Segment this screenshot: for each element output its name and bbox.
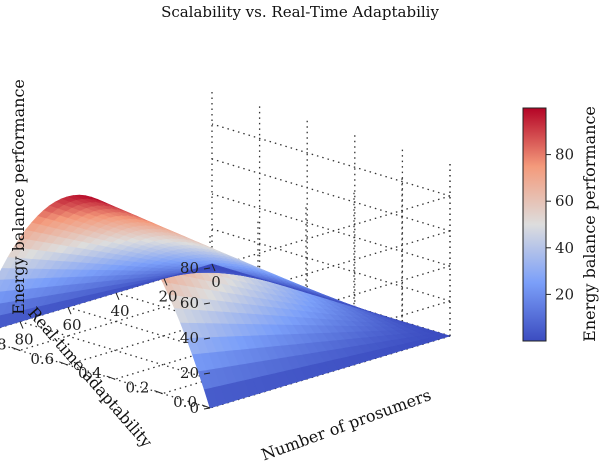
x-tick-label: 0 — [211, 273, 221, 291]
colorbar-gradient — [522, 107, 547, 342]
y-tick-label: 0.0 — [173, 393, 197, 411]
z-axis-label: Energy balance performance — [9, 79, 28, 315]
z-tick-label: 20 — [180, 364, 199, 382]
surface-patch — [0, 279, 13, 293]
x-tick-mark — [163, 278, 168, 286]
colorbar-tick-label: 40 — [555, 239, 574, 257]
x-tick-mark — [19, 321, 24, 329]
x-tick-label: 40 — [110, 302, 129, 320]
surface-patch — [0, 279, 5, 289]
surface-patch — [0, 302, 9, 316]
y-tick-mark — [59, 361, 68, 366]
colorbar-label: Energy balance performance — [580, 106, 599, 342]
y-tick-label: 0.6 — [30, 350, 54, 368]
z-tick-mark — [203, 337, 211, 340]
colorbar-tick-label: 60 — [555, 192, 574, 210]
z-tick-mark — [203, 407, 211, 410]
y-tick-label: 0.2 — [126, 379, 150, 397]
surface-patch — [0, 290, 7, 305]
colorbar-tick-label: 80 — [555, 146, 574, 164]
x-tick-mark — [67, 307, 72, 315]
y-tick-mark — [106, 375, 115, 380]
surface-patch — [0, 314, 3, 321]
y-tick-mark — [11, 346, 20, 351]
grid-line — [211, 158, 451, 232]
x-tick-label: 80 — [14, 331, 33, 349]
z-tick-mark — [203, 302, 211, 305]
colorbar: 20 40 60 80 Energy balance performance — [522, 106, 599, 342]
grid-line — [209, 195, 451, 269]
chart-title: Scalability vs. Real-Time Adaptabiliy — [161, 3, 439, 21]
x-tick-label: 60 — [62, 316, 81, 334]
surface-plot — [0, 194, 452, 409]
z-tick-label: 80 — [180, 259, 199, 277]
y-tick-mark — [201, 404, 211, 409]
z-tick-mark — [203, 372, 211, 375]
x-tick-mark — [115, 292, 120, 300]
z-tick-label: 60 — [180, 294, 199, 312]
y-tick-mark — [154, 390, 163, 395]
surface-patch — [0, 290, 15, 305]
z-tick-label: 0 — [189, 399, 199, 417]
y-axis-label: Real-time adaptability — [24, 303, 156, 451]
y-tick-label: 0.8 — [0, 335, 7, 353]
z-tick-mark — [203, 267, 211, 270]
y-tick-label: 0.4 — [78, 364, 102, 382]
x-axis-label: Number of prosumers — [259, 385, 434, 461]
surface-patch — [0, 312, 11, 328]
x-tick-mark — [211, 263, 216, 272]
grid-line — [211, 193, 451, 267]
surface-patch — [0, 268, 11, 281]
colorbar-tick-label: 20 — [555, 285, 574, 303]
grid-line — [211, 123, 451, 197]
z-tick-label: 40 — [180, 329, 199, 347]
x-tick-label: 20 — [158, 287, 177, 305]
